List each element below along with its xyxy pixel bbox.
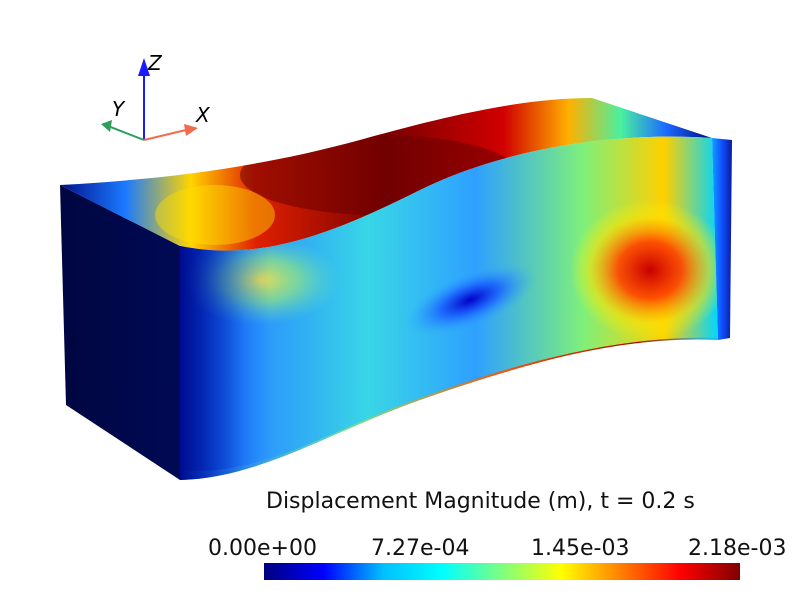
- colorbar-tick-label: 1.45e-03: [531, 536, 630, 561]
- beam-right-face: [712, 138, 732, 340]
- axis-y-arrow: [101, 120, 112, 132]
- beam-left-face: [60, 185, 180, 480]
- axis-z-label: Z: [147, 51, 163, 75]
- colorbar-tick-label: 7.27e-04: [371, 536, 470, 561]
- orientation-axes: Z X Y: [101, 51, 211, 141]
- axis-x-label: X: [195, 103, 211, 127]
- axis-y-label: Y: [112, 97, 126, 121]
- colorbar-legend: [264, 563, 740, 580]
- axis-x-arrow: [184, 124, 198, 136]
- axis-x-line: [143, 129, 187, 141]
- axis-z-arrow: [138, 58, 150, 76]
- beam-front-face: [180, 136, 718, 480]
- axis-y-line: [107, 125, 145, 141]
- colorbar-tick-label: 0.00e+00: [208, 536, 317, 561]
- colorbar-title: Displacement Magnitude (m), t = 0.2 s: [266, 489, 695, 514]
- colorbar-tick-label: 2.18e-03: [688, 536, 787, 561]
